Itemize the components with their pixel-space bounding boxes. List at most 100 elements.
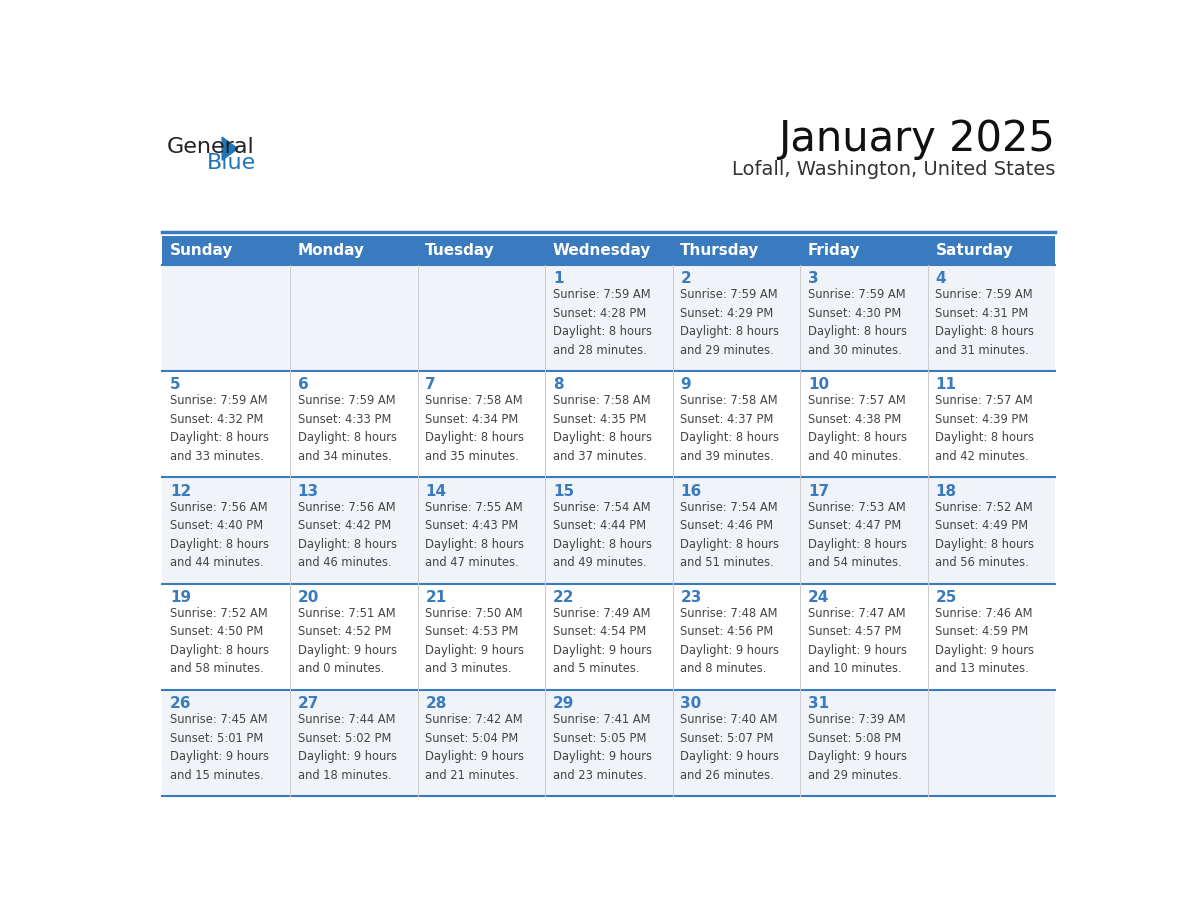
- Text: 20: 20: [298, 590, 320, 605]
- Text: 13: 13: [298, 484, 318, 498]
- Text: Sunrise: 7:53 AM
Sunset: 4:47 PM
Daylight: 8 hours
and 54 minutes.: Sunrise: 7:53 AM Sunset: 4:47 PM Dayligh…: [808, 500, 906, 569]
- Text: Sunrise: 7:55 AM
Sunset: 4:43 PM
Daylight: 8 hours
and 47 minutes.: Sunrise: 7:55 AM Sunset: 4:43 PM Dayligh…: [425, 500, 524, 569]
- Text: Sunrise: 7:39 AM
Sunset: 5:08 PM
Daylight: 9 hours
and 29 minutes.: Sunrise: 7:39 AM Sunset: 5:08 PM Dayligh…: [808, 713, 906, 781]
- Text: Lofall, Washington, United States: Lofall, Washington, United States: [732, 161, 1055, 179]
- Bar: [545, 265, 672, 371]
- Bar: [672, 371, 801, 477]
- Bar: [417, 584, 545, 690]
- Text: Sunrise: 7:59 AM
Sunset: 4:31 PM
Daylight: 8 hours
and 31 minutes.: Sunrise: 7:59 AM Sunset: 4:31 PM Dayligh…: [935, 288, 1035, 356]
- Text: Sunrise: 7:47 AM
Sunset: 4:57 PM
Daylight: 9 hours
and 10 minutes.: Sunrise: 7:47 AM Sunset: 4:57 PM Dayligh…: [808, 607, 906, 676]
- Bar: [545, 477, 672, 584]
- Text: Sunrise: 7:44 AM
Sunset: 5:02 PM
Daylight: 9 hours
and 18 minutes.: Sunrise: 7:44 AM Sunset: 5:02 PM Dayligh…: [298, 713, 397, 781]
- Text: 1: 1: [552, 271, 563, 286]
- Bar: [545, 584, 672, 690]
- Text: Sunrise: 7:50 AM
Sunset: 4:53 PM
Daylight: 9 hours
and 3 minutes.: Sunrise: 7:50 AM Sunset: 4:53 PM Dayligh…: [425, 607, 524, 676]
- Text: Friday: Friday: [808, 242, 860, 258]
- Text: Sunrise: 7:42 AM
Sunset: 5:04 PM
Daylight: 9 hours
and 21 minutes.: Sunrise: 7:42 AM Sunset: 5:04 PM Dayligh…: [425, 713, 524, 781]
- Text: 30: 30: [681, 696, 702, 711]
- Text: January 2025: January 2025: [778, 118, 1055, 160]
- Text: Sunrise: 7:59 AM
Sunset: 4:32 PM
Daylight: 8 hours
and 33 minutes.: Sunrise: 7:59 AM Sunset: 4:32 PM Dayligh…: [170, 395, 270, 463]
- Text: Sunrise: 7:59 AM
Sunset: 4:33 PM
Daylight: 8 hours
and 34 minutes.: Sunrise: 7:59 AM Sunset: 4:33 PM Dayligh…: [298, 395, 397, 463]
- Bar: [801, 265, 928, 371]
- Text: Thursday: Thursday: [681, 242, 760, 258]
- Bar: [417, 477, 545, 584]
- Text: Sunday: Sunday: [170, 242, 234, 258]
- Bar: [163, 477, 290, 584]
- Text: 9: 9: [681, 377, 691, 392]
- Bar: [801, 690, 928, 796]
- Text: Blue: Blue: [207, 153, 255, 174]
- Bar: [290, 477, 417, 584]
- Text: 23: 23: [681, 590, 702, 605]
- Text: 5: 5: [170, 377, 181, 392]
- Text: Sunrise: 7:59 AM
Sunset: 4:28 PM
Daylight: 8 hours
and 28 minutes.: Sunrise: 7:59 AM Sunset: 4:28 PM Dayligh…: [552, 288, 652, 356]
- Text: 7: 7: [425, 377, 436, 392]
- Bar: [417, 690, 545, 796]
- Text: Monday: Monday: [298, 242, 365, 258]
- Bar: [290, 690, 417, 796]
- Bar: [290, 584, 417, 690]
- Bar: [290, 265, 417, 371]
- Text: Tuesday: Tuesday: [425, 242, 495, 258]
- Text: Saturday: Saturday: [935, 242, 1013, 258]
- Text: 29: 29: [552, 696, 574, 711]
- Text: Sunrise: 7:57 AM
Sunset: 4:39 PM
Daylight: 8 hours
and 42 minutes.: Sunrise: 7:57 AM Sunset: 4:39 PM Dayligh…: [935, 395, 1035, 463]
- Bar: [672, 477, 801, 584]
- Bar: [928, 584, 1055, 690]
- Text: Sunrise: 7:59 AM
Sunset: 4:29 PM
Daylight: 8 hours
and 29 minutes.: Sunrise: 7:59 AM Sunset: 4:29 PM Dayligh…: [681, 288, 779, 356]
- Bar: [163, 371, 290, 477]
- Text: Wednesday: Wednesday: [552, 242, 651, 258]
- Text: Sunrise: 7:40 AM
Sunset: 5:07 PM
Daylight: 9 hours
and 26 minutes.: Sunrise: 7:40 AM Sunset: 5:07 PM Dayligh…: [681, 713, 779, 781]
- Text: 3: 3: [808, 271, 819, 286]
- Text: 24: 24: [808, 590, 829, 605]
- Text: 28: 28: [425, 696, 447, 711]
- Bar: [801, 371, 928, 477]
- Text: Sunrise: 7:48 AM
Sunset: 4:56 PM
Daylight: 9 hours
and 8 minutes.: Sunrise: 7:48 AM Sunset: 4:56 PM Dayligh…: [681, 607, 779, 676]
- Bar: [545, 371, 672, 477]
- Text: Sunrise: 7:51 AM
Sunset: 4:52 PM
Daylight: 9 hours
and 0 minutes.: Sunrise: 7:51 AM Sunset: 4:52 PM Dayligh…: [298, 607, 397, 676]
- Text: Sunrise: 7:46 AM
Sunset: 4:59 PM
Daylight: 9 hours
and 13 minutes.: Sunrise: 7:46 AM Sunset: 4:59 PM Dayligh…: [935, 607, 1035, 676]
- Text: 21: 21: [425, 590, 447, 605]
- Text: 27: 27: [298, 696, 320, 711]
- Bar: [672, 584, 801, 690]
- Text: Sunrise: 7:56 AM
Sunset: 4:42 PM
Daylight: 8 hours
and 46 minutes.: Sunrise: 7:56 AM Sunset: 4:42 PM Dayligh…: [298, 500, 397, 569]
- Bar: [672, 690, 801, 796]
- Bar: [928, 690, 1055, 796]
- Text: Sunrise: 7:58 AM
Sunset: 4:34 PM
Daylight: 8 hours
and 35 minutes.: Sunrise: 7:58 AM Sunset: 4:34 PM Dayligh…: [425, 395, 524, 463]
- Text: Sunrise: 7:49 AM
Sunset: 4:54 PM
Daylight: 9 hours
and 5 minutes.: Sunrise: 7:49 AM Sunset: 4:54 PM Dayligh…: [552, 607, 652, 676]
- Bar: [928, 371, 1055, 477]
- Text: Sunrise: 7:54 AM
Sunset: 4:44 PM
Daylight: 8 hours
and 49 minutes.: Sunrise: 7:54 AM Sunset: 4:44 PM Dayligh…: [552, 500, 652, 569]
- Text: 14: 14: [425, 484, 447, 498]
- Text: 18: 18: [935, 484, 956, 498]
- Bar: [545, 690, 672, 796]
- Text: 6: 6: [298, 377, 309, 392]
- Bar: [163, 690, 290, 796]
- Bar: [417, 265, 545, 371]
- Bar: [928, 477, 1055, 584]
- Text: Sunrise: 7:52 AM
Sunset: 4:50 PM
Daylight: 8 hours
and 58 minutes.: Sunrise: 7:52 AM Sunset: 4:50 PM Dayligh…: [170, 607, 270, 676]
- Text: 31: 31: [808, 696, 829, 711]
- Bar: [672, 265, 801, 371]
- Text: Sunrise: 7:57 AM
Sunset: 4:38 PM
Daylight: 8 hours
and 40 minutes.: Sunrise: 7:57 AM Sunset: 4:38 PM Dayligh…: [808, 395, 906, 463]
- Text: 12: 12: [170, 484, 191, 498]
- Text: 4: 4: [935, 271, 946, 286]
- Text: Sunrise: 7:58 AM
Sunset: 4:37 PM
Daylight: 8 hours
and 39 minutes.: Sunrise: 7:58 AM Sunset: 4:37 PM Dayligh…: [681, 395, 779, 463]
- Bar: [163, 265, 290, 371]
- Text: Sunrise: 7:59 AM
Sunset: 4:30 PM
Daylight: 8 hours
and 30 minutes.: Sunrise: 7:59 AM Sunset: 4:30 PM Dayligh…: [808, 288, 906, 356]
- Text: 22: 22: [552, 590, 574, 605]
- Text: Sunrise: 7:58 AM
Sunset: 4:35 PM
Daylight: 8 hours
and 37 minutes.: Sunrise: 7:58 AM Sunset: 4:35 PM Dayligh…: [552, 395, 652, 463]
- Text: Sunrise: 7:54 AM
Sunset: 4:46 PM
Daylight: 8 hours
and 51 minutes.: Sunrise: 7:54 AM Sunset: 4:46 PM Dayligh…: [681, 500, 779, 569]
- Bar: [163, 236, 1055, 265]
- Text: 26: 26: [170, 696, 191, 711]
- Bar: [290, 371, 417, 477]
- Text: 15: 15: [552, 484, 574, 498]
- Text: 11: 11: [935, 377, 956, 392]
- Polygon shape: [222, 137, 238, 161]
- Bar: [801, 584, 928, 690]
- Text: 10: 10: [808, 377, 829, 392]
- Text: 17: 17: [808, 484, 829, 498]
- Bar: [417, 371, 545, 477]
- Text: 25: 25: [935, 590, 956, 605]
- Text: 2: 2: [681, 271, 691, 286]
- Text: Sunrise: 7:56 AM
Sunset: 4:40 PM
Daylight: 8 hours
and 44 minutes.: Sunrise: 7:56 AM Sunset: 4:40 PM Dayligh…: [170, 500, 270, 569]
